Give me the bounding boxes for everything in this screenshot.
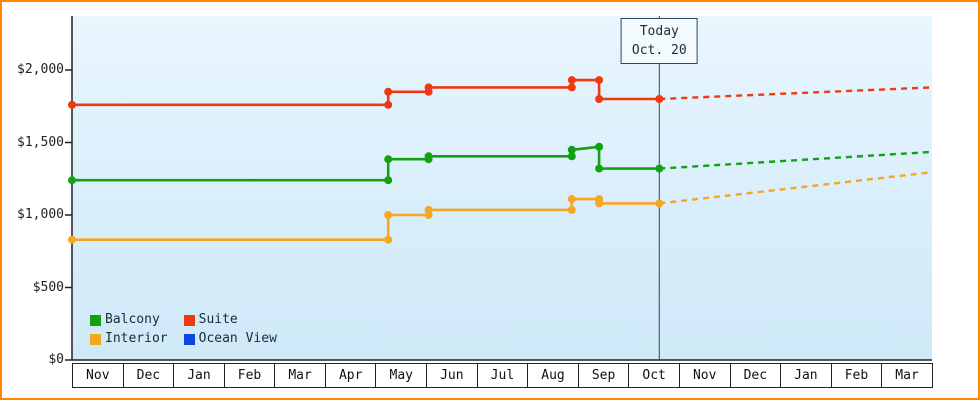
balcony-swatch-icon xyxy=(90,314,101,326)
legend-label: Balcony xyxy=(105,312,160,327)
legend-item-interior: Interior xyxy=(90,331,168,347)
today-annotation: Today Oct. 20 xyxy=(620,18,698,64)
month-cell: Mar xyxy=(274,363,326,388)
today-label: Today xyxy=(639,24,679,39)
month-cell: Feb xyxy=(830,363,883,388)
y-axis-label: $0 xyxy=(48,352,64,367)
legend-item-balcony: Balcony xyxy=(90,312,168,328)
legend: Balcony Suite Interior Ocean View xyxy=(90,312,277,347)
legend-item-ocean-view: Ocean View xyxy=(183,331,277,347)
month-cell: Jan xyxy=(173,363,225,388)
legend-label: Interior xyxy=(105,331,168,346)
y-axis-label: $1,000 xyxy=(17,207,64,222)
month-cell: Aug xyxy=(527,363,579,388)
month-cell: Dec xyxy=(122,363,175,388)
month-cell: Jun xyxy=(426,363,478,388)
month-cell: Dec xyxy=(729,363,782,388)
suite-swatch-icon xyxy=(183,314,195,326)
month-cell: Feb xyxy=(223,363,276,388)
today-date: Oct. 20 xyxy=(631,43,687,58)
ocean-view-swatch-icon xyxy=(183,333,195,345)
month-cell: Oct xyxy=(628,363,680,388)
month-cell: Mar xyxy=(881,363,933,388)
plot-area xyxy=(72,16,932,360)
y-axis-label: $500 xyxy=(32,279,64,295)
interior-swatch-icon xyxy=(90,333,101,345)
month-cell: Sep xyxy=(577,363,630,388)
y-axis-label: $2,000 xyxy=(17,62,64,77)
legend-label: Suite xyxy=(198,312,238,327)
month-cell: May xyxy=(375,363,428,388)
month-cell: Apr xyxy=(324,363,377,388)
month-cell: Jul xyxy=(476,363,529,388)
month-cell: Nov xyxy=(678,363,731,388)
legend-item-suite: Suite xyxy=(183,312,277,328)
x-axis-month-row: Nov Dec Jan Feb Mar Apr May Jun Jul Aug Sep Oct Nov D… xyxy=(72,363,933,388)
legend-label: Ocean View xyxy=(198,331,277,346)
month-cell: Nov xyxy=(72,363,124,388)
y-axis-label: $1,500 xyxy=(17,134,64,150)
y-axis-labels: $0 $500 $1,000 $1,500 $2,000 xyxy=(2,2,64,398)
month-cell: Jan xyxy=(780,363,832,388)
